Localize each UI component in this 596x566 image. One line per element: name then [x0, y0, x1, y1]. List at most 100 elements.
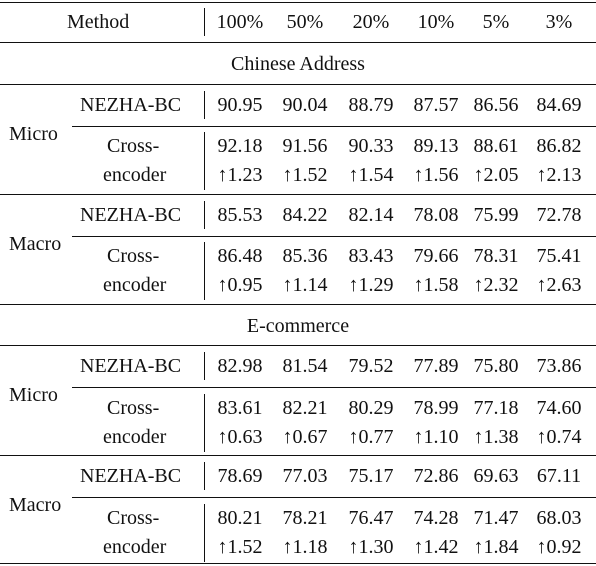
row-separator [72, 497, 596, 499]
method-header: Method [67, 11, 130, 33]
baseline-value: 75.80 [473, 355, 519, 377]
cross-encoder-value: 68.03 [536, 507, 582, 529]
improvement-value: ↑1.56 [413, 164, 459, 186]
cross-encoder-name: encoder [103, 274, 167, 296]
cross-encoder-name: encoder [103, 164, 167, 186]
baseline-model-name: NEZHA-BC [80, 204, 182, 226]
cross-encoder-value: 74.28 [413, 507, 459, 529]
baseline-value: 69.63 [473, 465, 519, 487]
cross-encoder-value: 85.36 [282, 245, 328, 267]
baseline-value: 67.11 [536, 465, 582, 487]
section-title: E-commerce [246, 315, 350, 337]
baseline-value: 87.57 [413, 94, 459, 116]
baseline-value: 75.17 [348, 465, 394, 487]
baseline-value: 90.04 [282, 94, 328, 116]
baseline-value: 75.99 [473, 204, 519, 226]
improvement-value: ↑1.18 [282, 536, 328, 558]
improvement-value: ↑1.10 [413, 426, 459, 448]
cross-encoder-value: 80.29 [348, 397, 394, 419]
improvement-value: ↑1.84 [473, 536, 519, 558]
improvement-value: ↑2.63 [536, 274, 582, 296]
horizontal-rule [0, 2, 596, 4]
improvement-value: ↑1.54 [348, 164, 394, 186]
improvement-value: ↑0.92 [536, 536, 582, 558]
column-divider [204, 394, 205, 452]
cross-encoder-name: encoder [103, 426, 167, 448]
improvement-value: ↑2.13 [536, 164, 582, 186]
column-header: 10% [417, 11, 455, 33]
cross-encoder-value: 83.43 [348, 245, 394, 267]
row-separator [72, 236, 596, 238]
baseline-value: 90.95 [217, 94, 263, 116]
column-header: 100% [216, 11, 264, 33]
baseline-value: 73.86 [536, 355, 582, 377]
improvement-value: ↑0.74 [536, 426, 582, 448]
cross-encoder-value: 74.60 [536, 397, 582, 419]
improvement-value: ↑0.63 [217, 426, 263, 448]
cross-encoder-value: 92.18 [217, 135, 263, 157]
row-separator [72, 126, 596, 128]
cross-encoder-value: 86.48 [217, 245, 263, 267]
baseline-value: 72.78 [536, 204, 582, 226]
improvement-value: ↑0.67 [282, 426, 328, 448]
horizontal-rule [0, 84, 596, 86]
improvement-value: ↑0.95 [217, 274, 263, 296]
improvement-value: ↑1.58 [413, 274, 459, 296]
baseline-value: 82.98 [217, 355, 263, 377]
group-label: Micro [9, 123, 58, 145]
cross-encoder-name: Cross- [107, 397, 160, 419]
cross-encoder-value: 82.21 [282, 397, 328, 419]
improvement-value: ↑1.14 [282, 274, 328, 296]
improvement-value: ↑1.38 [473, 426, 519, 448]
improvement-value: ↑2.32 [473, 274, 519, 296]
cross-encoder-name: Cross- [107, 507, 160, 529]
horizontal-rule [0, 42, 596, 44]
cross-encoder-value: 78.99 [413, 397, 459, 419]
column-header: 50% [286, 11, 324, 33]
cross-encoder-value: 71.47 [473, 507, 519, 529]
column-header: 3% [545, 11, 573, 33]
baseline-value: 84.69 [536, 94, 582, 116]
baseline-model-name: NEZHA-BC [80, 355, 182, 377]
cross-encoder-value: 90.33 [348, 135, 394, 157]
baseline-model-name: NEZHA-BC [80, 94, 182, 116]
horizontal-rule [0, 455, 596, 457]
baseline-value: 78.69 [217, 465, 263, 487]
column-divider [204, 504, 205, 562]
column-header: 5% [482, 11, 510, 33]
column-divider [204, 352, 205, 380]
column-divider [204, 462, 205, 490]
group-label: Micro [9, 384, 58, 406]
column-divider [204, 242, 205, 300]
improvement-value: ↑0.77 [348, 426, 394, 448]
improvement-value: ↑1.23 [217, 164, 263, 186]
horizontal-rule [0, 194, 596, 196]
cross-encoder-value: 83.61 [217, 397, 263, 419]
baseline-value: 81.54 [282, 355, 328, 377]
column-divider [204, 8, 205, 36]
baseline-value: 88.79 [348, 94, 394, 116]
improvement-value: ↑1.30 [348, 536, 394, 558]
cross-encoder-value: 88.61 [473, 135, 519, 157]
cross-encoder-value: 78.21 [282, 507, 328, 529]
baseline-value: 85.53 [217, 204, 263, 226]
baseline-model-name: NEZHA-BC [80, 465, 182, 487]
column-divider [204, 201, 205, 229]
horizontal-rule [0, 563, 596, 565]
group-label: Macro [9, 233, 62, 255]
row-separator [72, 387, 596, 389]
baseline-value: 77.03 [282, 465, 328, 487]
baseline-value: 78.08 [413, 204, 459, 226]
section-title: Chinese Address [231, 53, 365, 75]
baseline-value: 82.14 [348, 204, 394, 226]
cross-encoder-value: 78.31 [473, 245, 519, 267]
cross-encoder-name: encoder [103, 536, 167, 558]
cross-encoder-value: 91.56 [282, 135, 328, 157]
column-divider [204, 91, 205, 119]
improvement-value: ↑1.52 [217, 536, 263, 558]
horizontal-rule [0, 345, 596, 347]
cross-encoder-value: 86.82 [536, 135, 582, 157]
improvement-value: ↑2.05 [473, 164, 519, 186]
cross-encoder-value: 77.18 [473, 397, 519, 419]
improvement-value: ↑1.29 [348, 274, 394, 296]
